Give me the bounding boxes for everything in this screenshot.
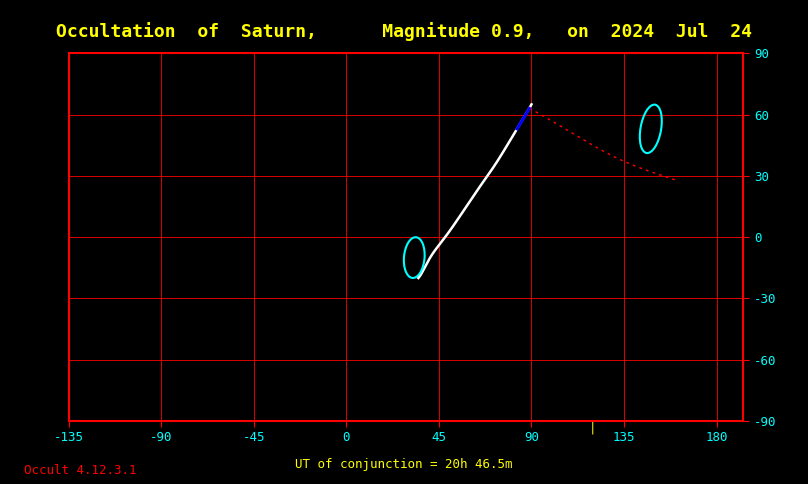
Text: UT of conjunction = 20h 46.5m: UT of conjunction = 20h 46.5m xyxy=(295,458,513,471)
Text: |: | xyxy=(589,422,596,435)
Text: Occult 4.12.3.1: Occult 4.12.3.1 xyxy=(24,464,137,477)
Text: Occultation  of  Saturn,      Magnitude 0.9,   on  2024  Jul  24: Occultation of Saturn, Magnitude 0.9, on… xyxy=(56,22,752,41)
